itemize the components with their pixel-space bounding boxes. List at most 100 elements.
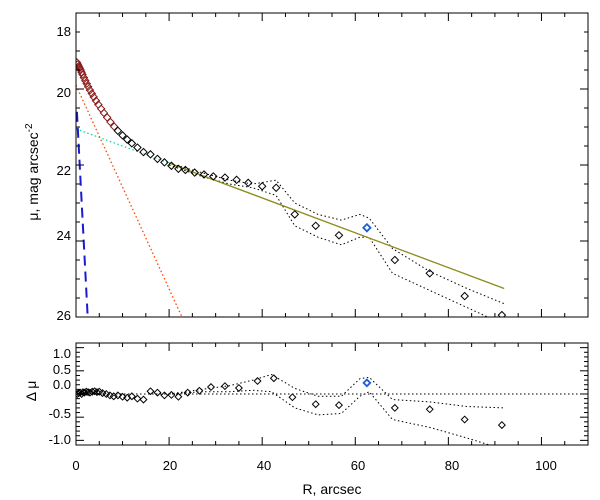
top-envelope-group	[168, 162, 505, 317]
residual-point	[195, 386, 204, 395]
data-point	[81, 76, 90, 85]
data-point	[99, 108, 109, 118]
data-point	[167, 161, 176, 171]
top-y-tick-label: 18	[57, 24, 71, 39]
residual-point	[78, 388, 87, 397]
data-point	[232, 175, 241, 185]
fit-line-disk-extrapolation	[76, 128, 170, 164]
residual-point	[113, 391, 122, 400]
residual-point	[127, 392, 136, 401]
data-point	[174, 164, 183, 174]
top-envelope-lower	[168, 164, 489, 317]
bottom-y-tick-label: 0.5	[53, 362, 71, 377]
residual-point	[269, 374, 278, 383]
data-point	[181, 165, 190, 175]
x-tick-label: 20	[163, 458, 177, 473]
data-point	[133, 143, 142, 152]
top-y-tick-label: 22	[57, 163, 71, 178]
data-point	[82, 79, 92, 88]
top-y-tick-label: 20	[57, 85, 71, 100]
highlighted-data-point	[362, 222, 372, 233]
top-y-axis-label: μ, mag arcsec-2	[24, 123, 41, 221]
data-point	[113, 126, 123, 136]
residual-point	[102, 389, 111, 399]
x-tick-label: 60	[351, 458, 365, 473]
residual-point	[109, 392, 118, 401]
top-panel-frame	[75, 12, 589, 318]
data-point	[199, 170, 209, 179]
top-y-tick-label: 26	[57, 308, 71, 323]
x-tick-label: 100	[535, 458, 557, 473]
residual-point	[133, 394, 142, 403]
residual-point	[234, 383, 243, 392]
axis-ticks	[75, 12, 589, 445]
data-point	[96, 104, 106, 114]
x-tick-label: 0	[72, 458, 79, 473]
residual-point	[118, 392, 127, 401]
residual-point	[88, 387, 97, 396]
top-envelope-upper	[168, 162, 505, 305]
data-point	[139, 147, 148, 157]
data-point	[160, 158, 169, 167]
data-point	[390, 255, 400, 265]
residual-point	[174, 392, 183, 401]
data-point	[209, 172, 218, 181]
residual-point	[139, 395, 148, 404]
residual-point	[146, 387, 155, 396]
top-fit-lines-group	[76, 84, 505, 317]
bottom-y-tick-label: -0.5	[49, 406, 71, 421]
bottom-y-tick-label: -1.0	[49, 432, 71, 447]
data-point	[127, 139, 137, 148]
data-point	[311, 221, 321, 231]
residual-point	[90, 387, 99, 396]
x-tick-label: 80	[445, 458, 459, 473]
data-point	[122, 135, 132, 144]
residual-point	[497, 421, 506, 430]
data-point	[76, 58, 82, 67]
data-point	[79, 73, 89, 82]
residual-point	[183, 388, 192, 397]
residual-point	[153, 388, 162, 397]
top-y-axis-label-group: μ, mag arcsec-2	[24, 123, 41, 221]
residual-point	[206, 383, 215, 392]
data-point	[220, 173, 230, 182]
residual-point	[311, 400, 320, 409]
data-point	[76, 65, 85, 75]
top-y-axis-label-main: μ, mag arcsec	[25, 132, 41, 220]
data-point	[146, 150, 155, 159]
residual-point	[92, 388, 101, 397]
data-point	[102, 113, 112, 122]
data-point	[190, 168, 199, 177]
residual-point	[167, 390, 176, 399]
bottom-envelope-lower	[169, 389, 492, 445]
data-point	[243, 178, 253, 188]
top-data-points-group	[76, 58, 507, 317]
data-point	[153, 154, 162, 164]
data-point	[85, 85, 95, 95]
x-tick-label: 40	[257, 458, 271, 473]
data-point	[76, 63, 85, 73]
data-point	[83, 82, 93, 92]
top-y-tick-label: 24	[57, 228, 71, 243]
bottom-envelope-upper	[169, 373, 505, 409]
fit-line-outer-disk-fit	[168, 162, 505, 290]
data-point	[91, 96, 101, 106]
data-point	[271, 183, 281, 193]
data-point	[497, 310, 507, 317]
bottom-y-tick-label: 1.0	[53, 346, 71, 361]
data-point	[257, 181, 267, 191]
data-point	[334, 230, 344, 240]
highlighted-residual-point	[362, 378, 372, 388]
fit-line-bulge-component	[76, 84, 183, 317]
data-point	[425, 268, 435, 278]
data-point	[290, 210, 300, 219]
residual-point	[220, 382, 229, 391]
residual-point	[80, 388, 89, 397]
residual-point	[460, 415, 469, 424]
data-point	[89, 92, 98, 102]
residual-point	[390, 403, 399, 412]
residual-point	[160, 391, 169, 400]
bottom-y-axis-label: Δ μ	[23, 381, 39, 402]
data-point	[87, 89, 97, 98]
